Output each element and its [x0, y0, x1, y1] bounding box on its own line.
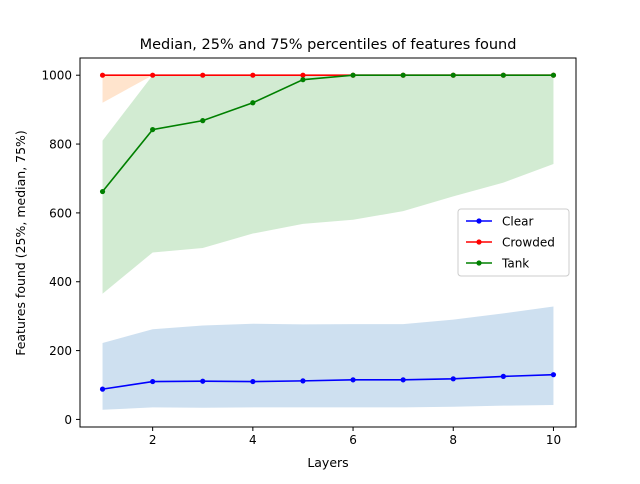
y-axis-label: Features found (25%, median, 75%) — [13, 130, 28, 356]
tank-point — [400, 72, 406, 78]
y-axis-ticks: 0 200 400 600 800 1000 — [41, 69, 80, 427]
tank-median-line — [101, 74, 554, 193]
crowded-point — [300, 72, 306, 78]
x-axis-label: Layers — [307, 455, 348, 470]
clear-point — [200, 378, 206, 384]
crowded-legend-marker — [476, 239, 482, 245]
crowded-point — [250, 72, 256, 78]
clear-median-line — [102, 373, 554, 390]
x-tick-label: 10 — [546, 433, 561, 447]
crowded-point — [200, 72, 206, 78]
tank-point — [500, 72, 506, 78]
clear-point — [550, 372, 557, 378]
crowded-point — [99, 72, 106, 78]
y-tick-label: 800 — [49, 138, 72, 152]
y-tick-label: 400 — [49, 275, 72, 289]
clear-point — [500, 373, 506, 380]
x-tick-label: 2 — [149, 433, 157, 447]
clear-point — [250, 378, 256, 385]
tank-point — [300, 77, 306, 83]
legend: Clear Crowded Tank — [457, 208, 570, 277]
y-tick-label: 0 — [64, 413, 72, 427]
clear-point — [450, 376, 456, 382]
percentile-bands — [102, 75, 554, 410]
chart-title: Median, 25% and 75% percentiles of featu… — [140, 37, 517, 53]
clear-percentile-band — [102, 306, 554, 410]
legend-box — [457, 208, 570, 277]
crowded-point — [150, 72, 156, 78]
plot-frame — [79, 57, 577, 428]
tank-point — [550, 72, 557, 78]
y-tick-label: 200 — [49, 344, 72, 358]
tank-point — [150, 126, 156, 133]
tank-point — [350, 72, 356, 78]
y-tick-label: 600 — [49, 206, 72, 220]
tank-point — [200, 118, 206, 124]
tank-percentile-band — [102, 75, 554, 294]
crowded-legend-label: Crowded — [502, 236, 555, 250]
tank-point — [99, 188, 106, 195]
clear-point — [400, 377, 406, 383]
clear-legend-marker — [476, 218, 482, 224]
crowded-percentile-band — [102, 75, 554, 103]
x-tick-label: 8 — [449, 433, 457, 447]
median-points — [99, 72, 557, 392]
clear-point — [150, 378, 156, 385]
tank-point — [450, 72, 456, 78]
clear-point — [99, 386, 106, 392]
clear-legend-label: Clear — [502, 215, 533, 229]
x-tick-label: 6 — [349, 433, 357, 447]
x-axis-ticks: 2 4 6 8 10 — [149, 427, 561, 447]
y-tick-label: 1000 — [41, 69, 72, 83]
clear-point — [300, 378, 306, 384]
tank-legend-label: Tank — [501, 257, 529, 271]
tank-point — [250, 100, 256, 106]
x-tick-label: 4 — [249, 433, 257, 447]
clear-point — [350, 377, 356, 383]
tank-legend-marker — [476, 260, 482, 266]
median-lines — [101, 74, 554, 390]
